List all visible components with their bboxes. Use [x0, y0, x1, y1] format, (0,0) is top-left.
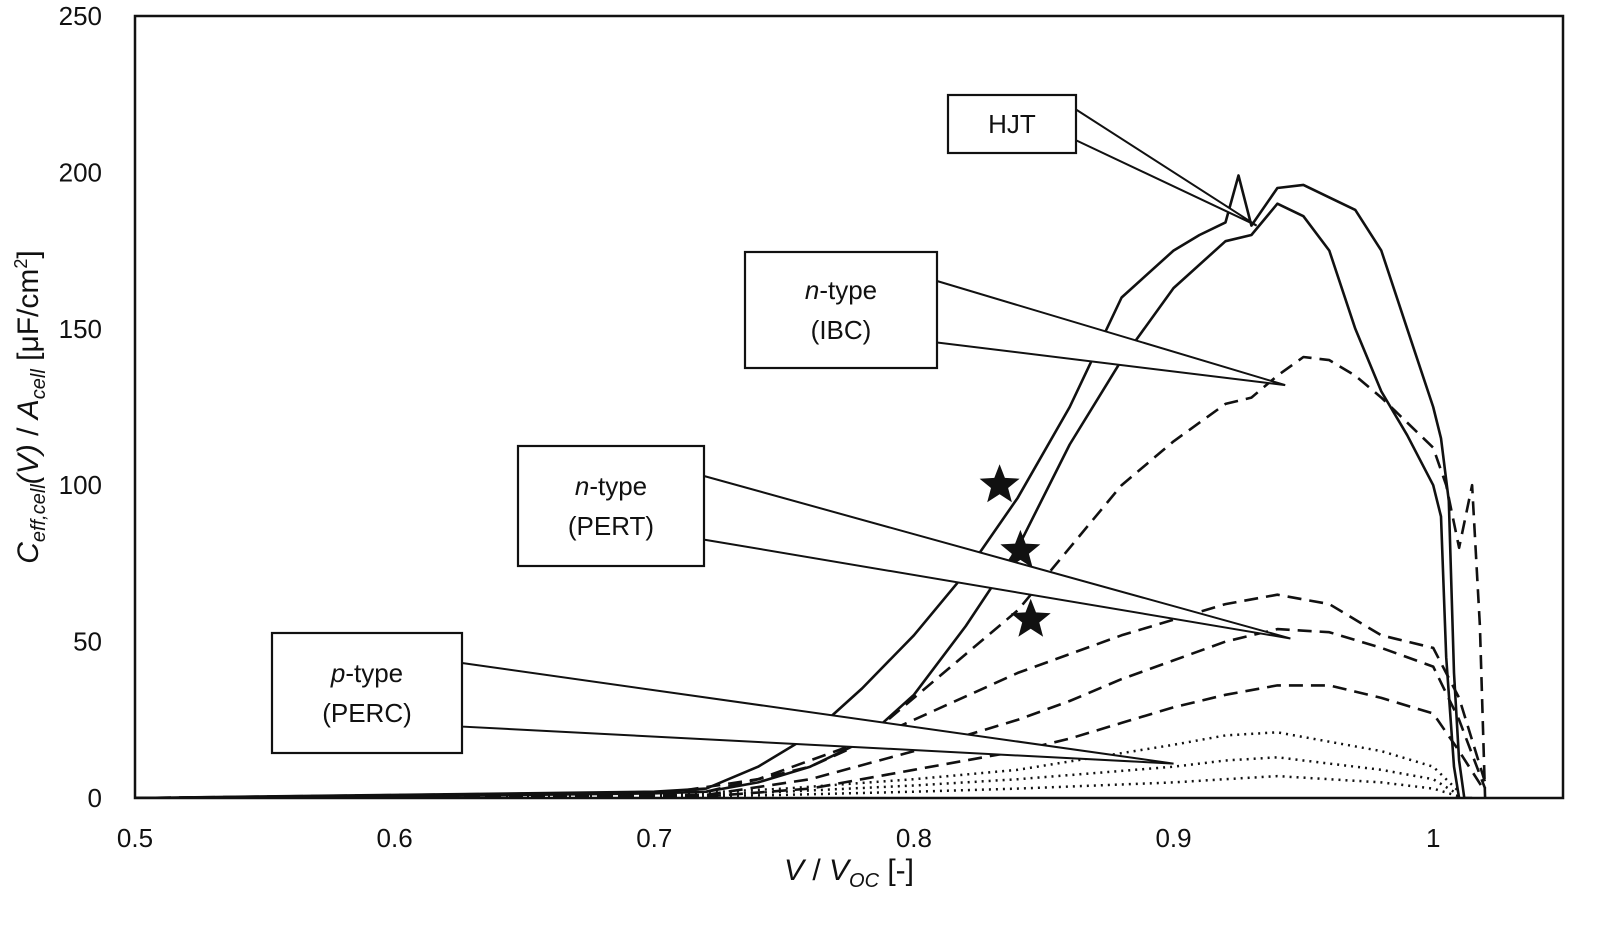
star-marker	[1000, 529, 1041, 568]
callout-hjt: HJT	[946, 93, 1258, 227]
series-line-ibc	[135, 355, 1487, 798]
callout-label: n-type	[805, 275, 877, 305]
y-tick-label: 150	[59, 314, 102, 344]
y-tick-label: 100	[59, 470, 102, 500]
callout-pointer	[1075, 107, 1258, 227]
y-axis-title: Ceff,cell(V) / Acell [μF/cm2]	[11, 250, 50, 564]
series-layer	[135, 174, 1487, 798]
x-tick-label: 0.8	[896, 823, 932, 853]
callout-label: (IBC)	[811, 315, 872, 345]
annotation-layer: HJT n-type (IBC) n-type (PERT) p-type (PERC)	[270, 93, 1291, 765]
marker-layer	[979, 464, 1051, 637]
x-axis-ticks: 0.5 0.6 0.7 0.8 0.9 1	[117, 823, 1440, 853]
x-tick-label: 1	[1426, 823, 1440, 853]
x-tick-label: 0.6	[377, 823, 413, 853]
y-tick-label: 200	[59, 157, 102, 187]
callout-pointer	[461, 661, 1174, 765]
series-line-hjt-b	[135, 202, 1461, 798]
y-tick-label: 50	[73, 627, 102, 657]
x-tick-label: 0.5	[117, 823, 153, 853]
callout-perc: p-type (PERC)	[270, 631, 1174, 765]
callout-box	[270, 631, 464, 755]
callout-label: (PERC)	[322, 698, 412, 728]
callout-pointer	[936, 279, 1286, 387]
callout-box	[946, 93, 1078, 155]
series-line-perc-c	[135, 774, 1460, 798]
series-line-pert-c	[135, 684, 1487, 798]
star-marker	[979, 464, 1020, 503]
callout-box	[743, 250, 939, 370]
callout-label: HJT	[988, 109, 1036, 139]
y-axis-ticks: 0 50 100 150 200 250	[59, 1, 102, 813]
callout-pointer	[703, 474, 1291, 640]
y-tick-label: 0	[88, 783, 102, 813]
callout-label: (PERT)	[568, 511, 654, 541]
series-line-perc-b	[135, 756, 1460, 798]
callout-label: p-type	[330, 658, 403, 688]
y-tick-label: 250	[59, 1, 102, 31]
series-line-pert-b	[135, 627, 1487, 798]
callout-ibc: n-type (IBC)	[743, 250, 1286, 387]
x-tick-label: 0.7	[636, 823, 672, 853]
callout-pert: n-type (PERT)	[516, 444, 1291, 640]
x-axis-title: V / VOC [-]	[784, 854, 914, 892]
plot-area-frame	[133, 14, 1565, 800]
star-marker	[1010, 598, 1051, 637]
callout-box	[516, 444, 706, 568]
series-line-pert-a	[135, 593, 1487, 798]
callout-label: n-type	[575, 471, 647, 501]
x-tick-label: 0.9	[1155, 823, 1191, 853]
